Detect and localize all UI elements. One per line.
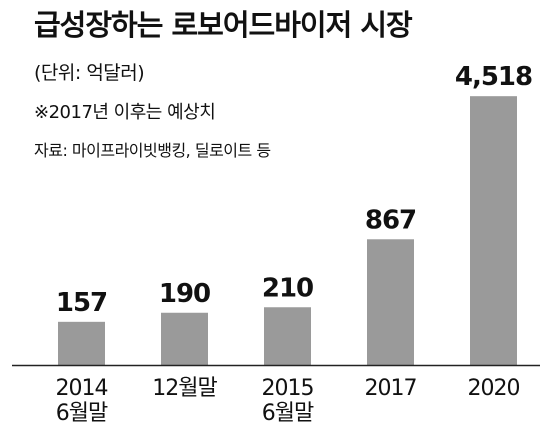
category-label-1-1: 2014 [56, 376, 108, 401]
bar-1 [58, 321, 105, 365]
category-label-4-1: 2017 [365, 376, 417, 401]
unit-note: (단위: 억달러) [34, 62, 145, 84]
value-label-5: 4,518 [455, 62, 532, 92]
value-label-4: 867 [365, 205, 416, 235]
bar-2 [161, 312, 208, 365]
value-label-3: 210 [262, 273, 313, 303]
category-label-2-1: 12월말 [152, 376, 217, 401]
bar-4 [367, 239, 414, 365]
category-label-1-2: 6월말 [56, 401, 108, 426]
category-label-3-2: 6월말 [262, 401, 314, 426]
value-label-1: 157 [56, 288, 107, 318]
chart-title: 급성장하는 로보어드바이저 시장 [34, 8, 413, 42]
value-label-2: 190 [159, 279, 210, 309]
source-note: 자료: 마이프라이빗뱅킹, 딜로이트 등 [34, 141, 271, 160]
bar-5 [470, 96, 517, 365]
bar-3 [264, 307, 311, 365]
category-label-5-1: 2020 [468, 376, 520, 401]
category-label-3-1: 2015 [262, 376, 314, 401]
forecast-note: ※2017년 이후는 예상치 [34, 102, 216, 123]
